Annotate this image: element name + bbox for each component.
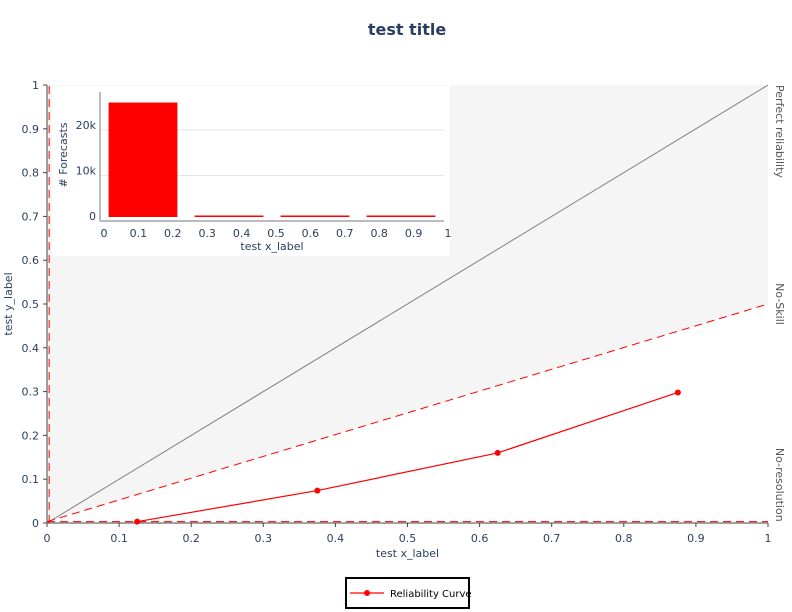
x-tick-label: 0.1 xyxy=(110,532,128,545)
reliability-curve-line xyxy=(137,391,679,523)
x-tick-label: 0.3 xyxy=(255,532,273,545)
legend-marker-swatch xyxy=(364,590,370,596)
y-tick-label: 0.1 xyxy=(22,473,40,486)
reliability-curve-point xyxy=(314,487,321,494)
x-tick-label: 1 xyxy=(765,532,772,545)
inset-y-tick-label: 10k xyxy=(76,164,97,177)
perfect-reliability-label: Perfect reliability xyxy=(773,85,786,178)
inset-x-axis-title: test x_label xyxy=(240,240,303,253)
x-tick-label: 0.6 xyxy=(471,532,489,545)
chart-title: test title xyxy=(368,20,447,39)
x-tick-label: 0.5 xyxy=(399,532,417,545)
inset-x-tick-label: 0.4 xyxy=(233,227,251,240)
x-tick-label: 0.7 xyxy=(543,532,561,545)
reliability-curve-point xyxy=(674,389,681,396)
inset-x-tick-label: 0.5 xyxy=(267,227,285,240)
y-tick-label: 0.5 xyxy=(22,298,40,311)
x-tick-label: 0.2 xyxy=(182,532,200,545)
inset-x-tick-label: 0.6 xyxy=(302,227,320,240)
histogram-bar xyxy=(108,102,178,217)
histogram-bar xyxy=(194,215,264,217)
inset-x-tick-label: 0.2 xyxy=(164,227,182,240)
histogram-bar xyxy=(280,215,350,217)
no-resolution-label: No-resolution xyxy=(773,448,786,522)
inset-x-tick-label: 0.8 xyxy=(370,227,388,240)
inset-x-tick-label: 0.1 xyxy=(130,227,148,240)
x-tick-label: 0.9 xyxy=(687,532,705,545)
x-axis-title: test x_label xyxy=(376,547,439,560)
inset-y-tick-label: 0 xyxy=(89,210,96,223)
x-tick-label: 0.8 xyxy=(615,532,633,545)
reliability-curve-point xyxy=(134,518,141,525)
legend[interactable]: Reliability Curve xyxy=(345,577,472,609)
y-tick-label: 0.7 xyxy=(22,210,40,223)
y-tick-label: 0.8 xyxy=(22,167,40,180)
no-skill-line xyxy=(46,303,769,523)
inset-x-tick-label: 0 xyxy=(101,227,108,240)
inset-x-tick-label: 0.9 xyxy=(405,227,423,240)
inset-y-axis-title: # Forecasts xyxy=(57,122,70,187)
y-axis-title: test y_label xyxy=(2,272,15,335)
inset-x-tick-label: 1 xyxy=(445,227,452,240)
x-tick-label: 0 xyxy=(44,532,51,545)
inset-y-tick-label: 20k xyxy=(76,119,97,132)
y-tick-label: 0.4 xyxy=(22,342,40,355)
inset-x-tick-label: 0.7 xyxy=(336,227,354,240)
y-tick-label: 0 xyxy=(32,517,39,530)
reliability-curve-point xyxy=(494,449,501,456)
x-tick-label: 0.4 xyxy=(327,532,345,545)
inset-x-tick-label: 0.3 xyxy=(198,227,216,240)
y-tick-label: 0.9 xyxy=(22,123,40,136)
y-tick-label: 0.3 xyxy=(22,386,40,399)
y-tick-label: 0.6 xyxy=(22,254,40,267)
perfect-reliability-line xyxy=(46,84,769,524)
histogram-bar xyxy=(366,215,436,217)
y-tick-label: 1 xyxy=(32,79,39,92)
y-tick-label: 0.2 xyxy=(22,429,40,442)
legend-label-reliability-curve: Reliability Curve xyxy=(390,589,472,600)
no-skill-label: No-Skill xyxy=(773,283,786,325)
histogram-inset: 0 0.1 0.2 0.3 0.4 0.5 0.6 0.7 0.8 0.9 1 0 10k 20k test… xyxy=(52,86,452,256)
